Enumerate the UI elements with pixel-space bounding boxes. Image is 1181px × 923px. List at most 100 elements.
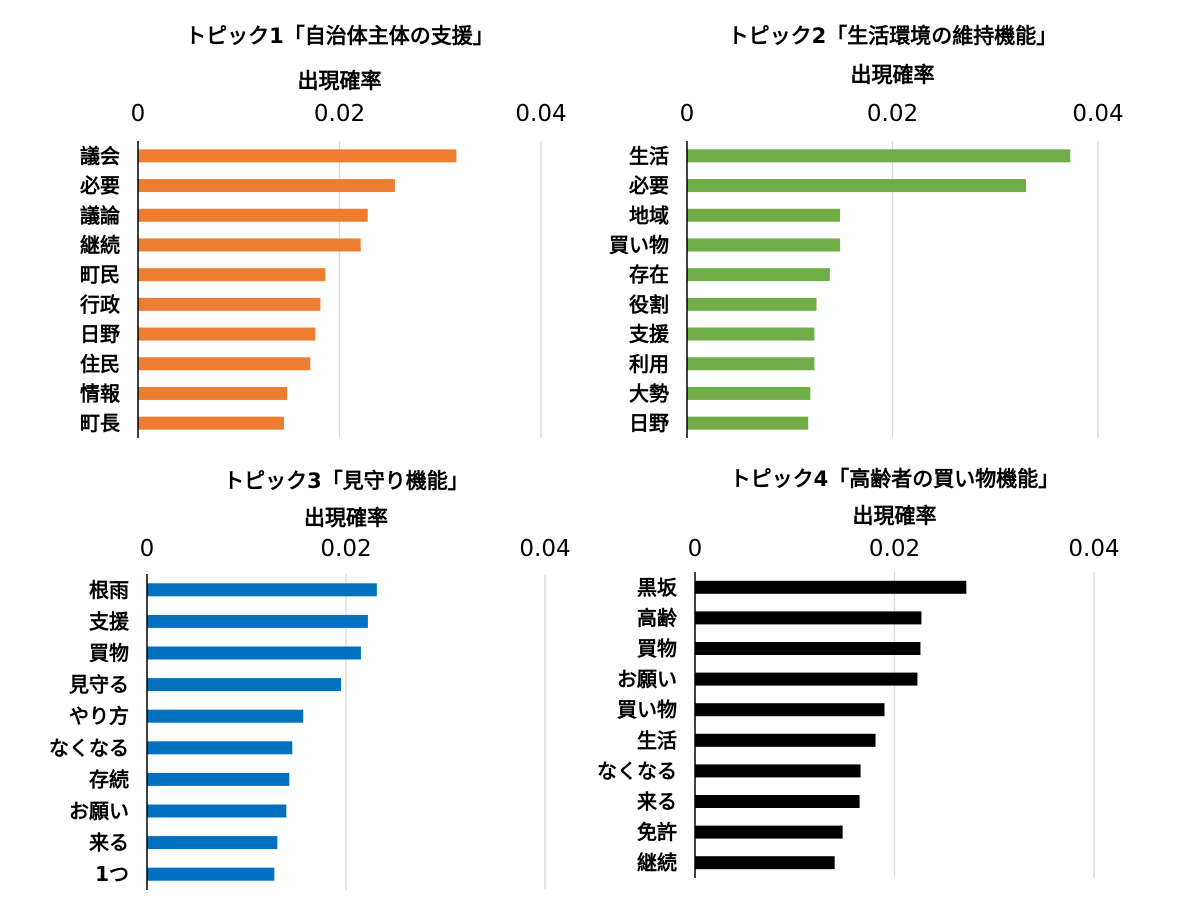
bar xyxy=(147,614,368,628)
chart-topic1-svg: トピック1「自治体主体の支援」出現確率 0 0.02 0.04 議会必要議論継続町民行政… xyxy=(79,24,567,438)
axis-label: 出現確率 xyxy=(853,504,937,528)
category-label: 住民 xyxy=(80,352,120,376)
category-label: 町民 xyxy=(80,263,120,287)
bar xyxy=(687,327,815,341)
category-label: 根雨 xyxy=(89,578,129,602)
bar xyxy=(138,327,316,341)
category-label: 支援 xyxy=(629,322,670,346)
tick-label: 0.04 xyxy=(1072,101,1123,127)
bar xyxy=(687,357,815,371)
category-label: やり方 xyxy=(69,704,129,728)
chart-topic1: トピック1「自治体主体の支援」 出現確率 0 0.02 0.04 議会 必要 議論 継続 町民 行政… xyxy=(0,0,590,455)
bar xyxy=(695,825,843,839)
bar xyxy=(138,179,395,193)
bar xyxy=(147,646,361,660)
bar xyxy=(138,268,326,282)
bar xyxy=(138,386,288,400)
chart-topic4-svg: トピック4「高齢者の買い物機能」出現確率 0 0.02 0.04 黒坂高齢買物お願い買い… xyxy=(597,467,1120,878)
bar xyxy=(138,416,285,430)
bar xyxy=(687,179,1027,193)
bar xyxy=(138,357,311,371)
category-label: 買物 xyxy=(89,641,129,665)
category-label: お願い xyxy=(69,799,129,823)
bar xyxy=(687,416,809,430)
category-label: 高齢 xyxy=(637,606,678,630)
chart-topic3: トピック3「見守り機能」 出現確率 0 0.02 0.04 根雨支援買物見守るやり方なくな… xyxy=(0,455,590,919)
bar xyxy=(138,208,368,222)
bar xyxy=(687,208,841,222)
category-label: 来る xyxy=(88,831,129,855)
category-label: お願い xyxy=(617,667,677,691)
category-label: 議会 xyxy=(80,144,120,168)
bar xyxy=(695,611,922,625)
category-label: 日野 xyxy=(80,322,120,346)
category-label: 役割 xyxy=(629,292,669,316)
category-label: 買物 xyxy=(637,637,677,661)
category-label: 利用 xyxy=(629,352,669,376)
category-label: 町長 xyxy=(80,411,121,435)
bar xyxy=(695,733,876,747)
category-label: 日野 xyxy=(629,411,669,435)
tick-label: 0.04 xyxy=(1068,536,1119,562)
category-label: 必要 xyxy=(628,174,669,198)
bar xyxy=(147,867,275,881)
tick-label: 0 xyxy=(140,536,155,562)
category-label: 継続 xyxy=(637,851,677,875)
bar xyxy=(687,238,841,252)
bar xyxy=(695,856,835,870)
category-label: なくなる xyxy=(597,759,677,783)
chart-topic2-svg: トピック2「生活環境の維持機能」出現確率 0 0.02 0.04 生活必要地域買い物存在… xyxy=(609,24,1124,438)
tick-label: 0.02 xyxy=(867,101,918,127)
category-label: 情報 xyxy=(80,381,121,405)
bar xyxy=(695,580,967,594)
bar xyxy=(687,149,1071,163)
chart-topic4: トピック4「高齢者の買い物機能」 出現確率 0 0.02 0.04 黒坂 高齢 買物 お願い 買い… xyxy=(590,455,1181,919)
axis-label: 出現確率 xyxy=(851,63,935,87)
bar xyxy=(147,583,377,597)
axis-label: 出現確率 xyxy=(298,69,382,93)
bar xyxy=(147,836,278,850)
category-label: 議論 xyxy=(80,203,121,227)
bar xyxy=(147,678,342,692)
tick-label: 0.02 xyxy=(314,101,365,127)
chart-topic3-svg: トピック3「見守り機能」出現確率 0 0.02 0.04 根雨支援買物見守るやり方なくな… xyxy=(49,469,571,890)
category-label: 必要 xyxy=(79,174,120,198)
chart-title: トピック2「生活環境の維持機能」 xyxy=(728,24,1058,48)
bar xyxy=(138,149,457,163)
category-label: 地域 xyxy=(629,203,669,227)
tick-label: 0 xyxy=(680,101,695,127)
tick-label: 0 xyxy=(131,101,146,127)
category-label: 来る xyxy=(636,790,677,814)
bar xyxy=(695,672,918,686)
chart-title: トピック1「自治体主体の支援」 xyxy=(185,24,494,48)
bar xyxy=(687,297,817,311)
tick-label: 0.04 xyxy=(519,536,570,562)
category-label: 買い物 xyxy=(609,233,669,257)
bar xyxy=(687,386,811,400)
category-label: 存続 xyxy=(89,767,129,791)
bar xyxy=(695,764,861,778)
category-label: 大勢 xyxy=(629,381,669,405)
category-label: 買い物 xyxy=(617,698,677,722)
tick-label: 0.02 xyxy=(320,536,371,562)
bar xyxy=(147,709,304,723)
axis-label: 出現確率 xyxy=(304,506,388,530)
bar xyxy=(147,772,290,786)
category-label: 行政 xyxy=(79,292,121,316)
bar xyxy=(695,795,860,808)
chart-topic2: トピック2「生活環境の維持機能」 出現確率 0 0.02 0.04 生活 必要 地域 買い物 存在… xyxy=(590,0,1181,455)
bar xyxy=(147,741,293,755)
chart-title: トピック3「見守り機能」 xyxy=(223,469,469,493)
bar xyxy=(687,268,830,282)
bar xyxy=(695,703,885,717)
category-label: 生活 xyxy=(637,728,677,752)
category-label: 免許 xyxy=(637,820,677,844)
category-label: 見守る xyxy=(69,673,129,697)
bar xyxy=(138,238,361,252)
category-label: 支援 xyxy=(89,609,130,633)
tick-label: 0 xyxy=(688,536,703,562)
tick-label: 0.04 xyxy=(515,101,566,127)
bar xyxy=(138,297,321,311)
category-label: なくなる xyxy=(49,736,129,760)
category-label: 存在 xyxy=(629,263,669,287)
